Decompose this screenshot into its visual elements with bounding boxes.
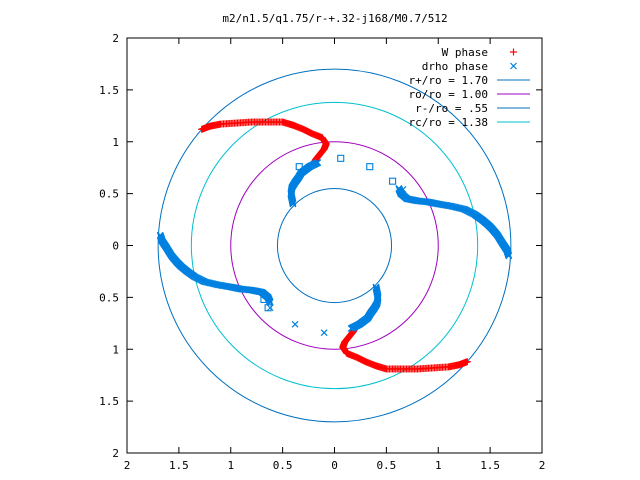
circle-0: [157, 68, 512, 423]
legend-item-1: drho phase: [422, 60, 517, 73]
legend-label-5: rc/ro = 1.38: [409, 116, 488, 129]
x-tick-label-7: 1.5: [480, 459, 500, 472]
circle-1: [230, 141, 439, 350]
point-s1-a0-100: [314, 159, 322, 166]
legend-label-0: W phase: [442, 46, 488, 59]
point-s1-square-2: [389, 177, 397, 185]
point-s1-scatter-1: [291, 320, 299, 328]
x-tick-label-8: 2: [539, 459, 546, 472]
point-s1-square-1: [366, 163, 374, 171]
y-tick-label-1: 1.5: [99, 84, 119, 97]
legend-label-3: ro/ro = 1.00: [409, 88, 488, 101]
legend-item-3: ro/ro = 1.00: [409, 88, 530, 101]
point-s1-square-5: [264, 304, 272, 312]
point-s1-a1-100: [347, 325, 355, 332]
y-tick-label-7: 1.5: [99, 395, 119, 408]
point-s1-square-3: [295, 163, 303, 171]
legend-label-1: drho phase: [422, 60, 488, 73]
circle-2: [276, 187, 393, 304]
x-tick-label-4: 0: [331, 459, 338, 472]
x-tick-label-6: 1: [435, 459, 442, 472]
circle-3: [190, 101, 479, 390]
x-tick-label-2: 1: [227, 459, 234, 472]
chart-title: m2/n1.5/q1.75/r-+.32-j168/M0.7/512: [222, 12, 447, 25]
y-tick-label-2: 1: [112, 136, 119, 149]
x-tick-label-5: 0.5: [376, 459, 396, 472]
y-tick-label-4: 0: [112, 240, 119, 253]
legend-item-5: rc/ro = 1.38: [409, 116, 530, 129]
x-tick-label-1: 1.5: [169, 459, 189, 472]
phase-points: [156, 118, 513, 373]
point-s1-scatter-3: [399, 186, 407, 193]
y-tick-label-3: 0.5: [99, 188, 119, 201]
y-tick-label-0: 2: [112, 32, 119, 45]
point-s1-a2-150: [395, 185, 403, 192]
legend-label-2: r+/ro = 1.70: [409, 74, 488, 87]
x-tick-label-3: 0.5: [273, 459, 293, 472]
point-s1-scatter-0: [266, 304, 274, 312]
legend-item-4: r-/ro = .55: [415, 102, 530, 115]
legend-item-0: W phase: [442, 46, 517, 59]
legend-label-4: r-/ro = .55: [415, 102, 488, 115]
point-s1-scatter-2: [320, 329, 328, 337]
legend-swatch-1-b: [510, 62, 517, 70]
y-tick-label-8: 2: [112, 447, 119, 460]
x-tick-label-0: 2: [124, 459, 131, 472]
y-tick-label-5: 0.5: [99, 291, 119, 304]
point-s1-square-4: [260, 295, 268, 304]
y-tick-label-6: 1: [112, 343, 119, 356]
point-s1-square-0: [337, 154, 345, 162]
reference-circles: [157, 68, 512, 423]
legend-item-2: r+/ro = 1.70: [409, 74, 530, 87]
